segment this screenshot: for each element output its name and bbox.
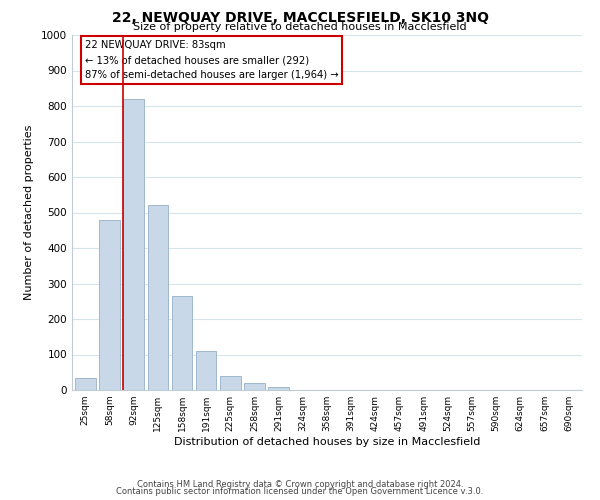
Text: Contains HM Land Registry data © Crown copyright and database right 2024.: Contains HM Land Registry data © Crown c… bbox=[137, 480, 463, 489]
Text: Contains public sector information licensed under the Open Government Licence v.: Contains public sector information licen… bbox=[116, 487, 484, 496]
Bar bbox=[196, 351, 217, 390]
Bar bbox=[148, 206, 168, 390]
Bar bbox=[75, 378, 95, 390]
Bar bbox=[268, 387, 289, 390]
Text: 22 NEWQUAY DRIVE: 83sqm
← 13% of detached houses are smaller (292)
87% of semi-d: 22 NEWQUAY DRIVE: 83sqm ← 13% of detache… bbox=[85, 40, 338, 80]
Text: 22, NEWQUAY DRIVE, MACCLESFIELD, SK10 3NQ: 22, NEWQUAY DRIVE, MACCLESFIELD, SK10 3N… bbox=[112, 11, 488, 25]
Bar bbox=[172, 296, 192, 390]
Bar bbox=[220, 376, 241, 390]
Text: Size of property relative to detached houses in Macclesfield: Size of property relative to detached ho… bbox=[133, 22, 467, 32]
Bar bbox=[244, 383, 265, 390]
X-axis label: Distribution of detached houses by size in Macclesfield: Distribution of detached houses by size … bbox=[174, 437, 480, 447]
Y-axis label: Number of detached properties: Number of detached properties bbox=[24, 125, 34, 300]
Bar bbox=[124, 99, 144, 390]
Bar bbox=[99, 220, 120, 390]
